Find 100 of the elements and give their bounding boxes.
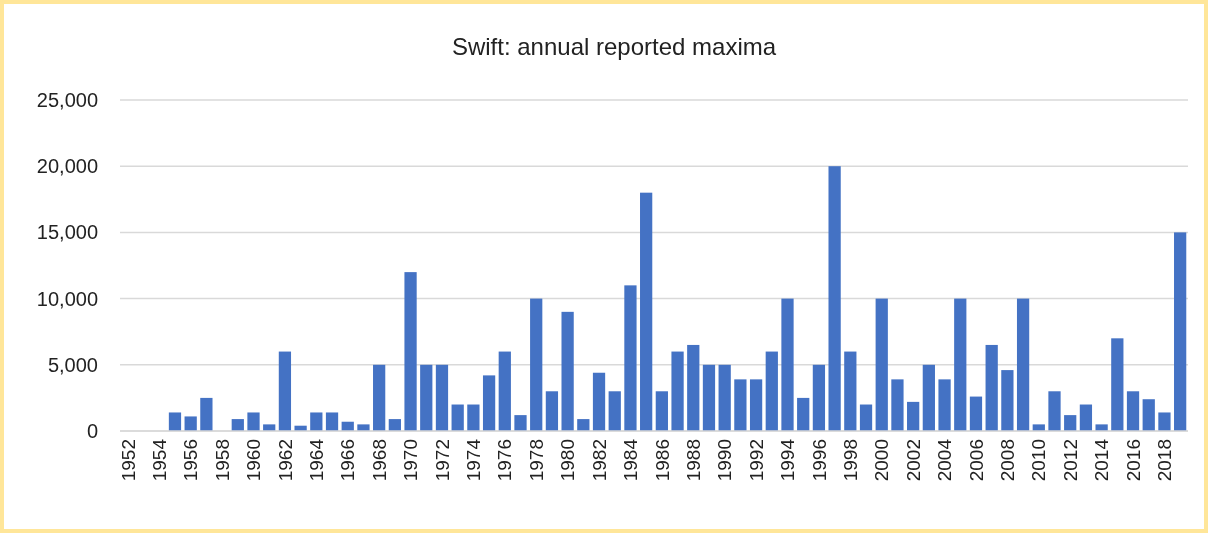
bar [1111, 338, 1124, 431]
x-tick-label: 2014 [1091, 438, 1113, 482]
bar [765, 351, 778, 431]
bar [168, 412, 182, 431]
x-tick-label: 1952 [117, 439, 139, 482]
x-tick-label: 1986 [651, 439, 673, 482]
bar [561, 311, 574, 431]
bar [388, 419, 401, 431]
bar [1126, 391, 1140, 431]
bar [325, 412, 339, 431]
bar [482, 375, 496, 431]
y-tick-label: 0 [86, 420, 98, 442]
bar [954, 298, 967, 431]
bar [687, 344, 700, 431]
bar [200, 397, 213, 431]
bar [655, 391, 668, 431]
bar [231, 419, 244, 431]
bar [184, 416, 197, 431]
y-tick-label: 20,000 [36, 155, 98, 178]
bar [357, 424, 370, 431]
bar [718, 364, 731, 431]
bar [420, 364, 433, 431]
x-tick-label: 1996 [808, 439, 830, 482]
x-tick-label: 2012 [1059, 439, 1081, 482]
bar [514, 415, 527, 431]
bar [247, 412, 260, 431]
bar [969, 396, 983, 431]
x-tick-label: 1988 [682, 439, 704, 482]
x-tick-label: 1962 [274, 439, 296, 482]
bar [608, 391, 621, 431]
x-tick-label: 1960 [243, 439, 265, 482]
bar [781, 298, 794, 431]
bar [907, 401, 920, 431]
x-tick-label: 2006 [965, 439, 987, 482]
bar [498, 351, 511, 431]
bar [844, 351, 857, 431]
x-tick-label: 1968 [368, 439, 390, 482]
x-tick-label: 1976 [494, 439, 516, 482]
bar [922, 364, 935, 431]
bar [812, 364, 826, 431]
bar [702, 364, 716, 431]
x-tick-label: 1958 [211, 439, 233, 482]
x-tick-label: 1984 [620, 438, 642, 482]
y-tick-label: 15,000 [36, 221, 98, 244]
x-tick-label: 1964 [305, 438, 327, 482]
bar [891, 379, 904, 431]
bar [1142, 399, 1155, 431]
x-tick-label: 1972 [431, 439, 453, 482]
y-tick-label: 10,000 [36, 287, 98, 310]
x-tick-label: 1980 [557, 439, 579, 482]
x-tick-label: 2010 [1028, 439, 1050, 482]
bar [404, 272, 417, 431]
bar [1174, 232, 1187, 431]
bar [624, 285, 637, 431]
bar [640, 192, 653, 431]
bar [859, 404, 873, 431]
bar [1158, 412, 1171, 431]
x-tick-label: 1970 [400, 439, 422, 482]
bar [671, 351, 684, 431]
x-tick-label: 2016 [1122, 439, 1144, 482]
bar [1079, 404, 1093, 431]
y-tick-label: 5,000 [47, 353, 98, 376]
bar [938, 379, 951, 431]
bar [749, 379, 763, 431]
bar [875, 298, 888, 431]
bar [577, 419, 590, 431]
x-tick-label: 1998 [839, 439, 861, 482]
y-tick-label: 25,000 [36, 89, 98, 111]
x-tick-label: 2018 [1154, 439, 1176, 482]
chart-title: Swift: annual reported maxima [451, 33, 777, 60]
bar [1001, 370, 1014, 431]
x-tick-label: 1974 [463, 438, 485, 482]
bar [310, 412, 323, 431]
x-tick-label: 1956 [180, 439, 202, 482]
x-tick-label: 2000 [871, 439, 893, 482]
bar [1016, 298, 1030, 431]
bar [278, 351, 292, 431]
x-tick-label: 2002 [902, 439, 924, 482]
bar [373, 364, 386, 431]
bar [734, 379, 747, 431]
bar [467, 404, 480, 431]
bar [1064, 415, 1077, 431]
x-tick-label: 1954 [148, 438, 170, 482]
bar [797, 397, 810, 431]
bar [530, 298, 543, 431]
bar [435, 364, 449, 431]
x-tick-label: 2008 [997, 439, 1019, 482]
x-tick-label: 1992 [745, 439, 767, 482]
x-tick-label: 1978 [525, 439, 547, 482]
x-tick-label: 1966 [337, 439, 359, 482]
bar [592, 372, 606, 431]
x-tick-label: 1994 [777, 438, 799, 482]
x-tick-label: 2004 [934, 438, 956, 482]
x-tick-label: 1990 [714, 439, 736, 482]
bar [1048, 391, 1061, 431]
x-tick-label: 1982 [588, 439, 610, 482]
bar [828, 166, 841, 431]
bar [451, 404, 464, 431]
bar [1095, 424, 1108, 431]
bar [545, 391, 559, 431]
